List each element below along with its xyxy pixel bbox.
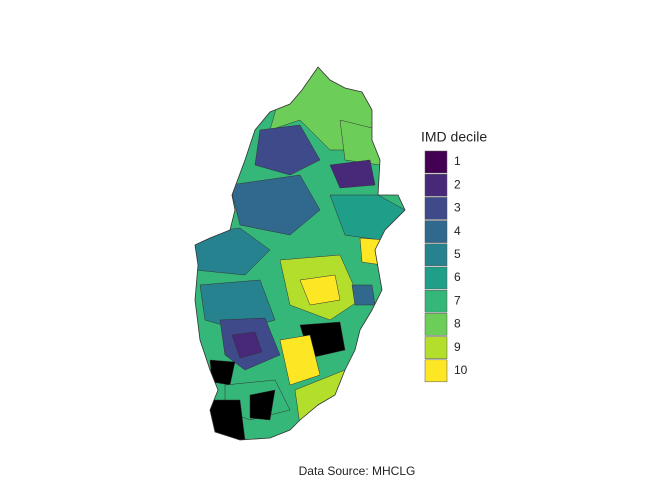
legend-label: 4 [454, 224, 461, 238]
region [339, 119, 381, 166]
legend-title: IMD decile [421, 129, 487, 145]
legend-swatch [424, 336, 448, 359]
legend-swatch [424, 220, 448, 243]
region [229, 174, 321, 236]
region [359, 237, 386, 266]
legend-swatch [424, 266, 448, 290]
map [195, 67, 405, 440]
caption: Data Source: MHCLG [299, 464, 416, 478]
region [231, 331, 263, 359]
legend-label: 2 [454, 177, 461, 191]
legend-label: 3 [454, 201, 461, 215]
legend-label: 9 [454, 340, 461, 354]
legend-label: 1 [454, 154, 461, 168]
region [351, 284, 376, 306]
region [299, 274, 341, 306]
region [279, 334, 321, 386]
region [204, 399, 246, 440]
legend: 1 2 3 4 5 6 7 8 9 10 [424, 150, 468, 383]
region [254, 124, 321, 176]
region [195, 227, 271, 276]
legend-swatch [424, 289, 448, 313]
legend-label: 8 [454, 317, 461, 331]
county-outline [194, 66, 406, 441]
legend-label: 6 [454, 270, 461, 284]
region [249, 389, 276, 421]
legend-swatch [424, 359, 448, 383]
legend-swatch [424, 197, 448, 220]
legend-swatch [424, 313, 448, 336]
legend-label: 5 [454, 247, 461, 261]
legend-swatch [424, 243, 448, 267]
legend-swatch [424, 150, 448, 174]
legend-swatch [424, 173, 448, 197]
legend-label: 7 [454, 293, 461, 307]
legend-label: 10 [454, 363, 468, 377]
region [329, 159, 376, 189]
